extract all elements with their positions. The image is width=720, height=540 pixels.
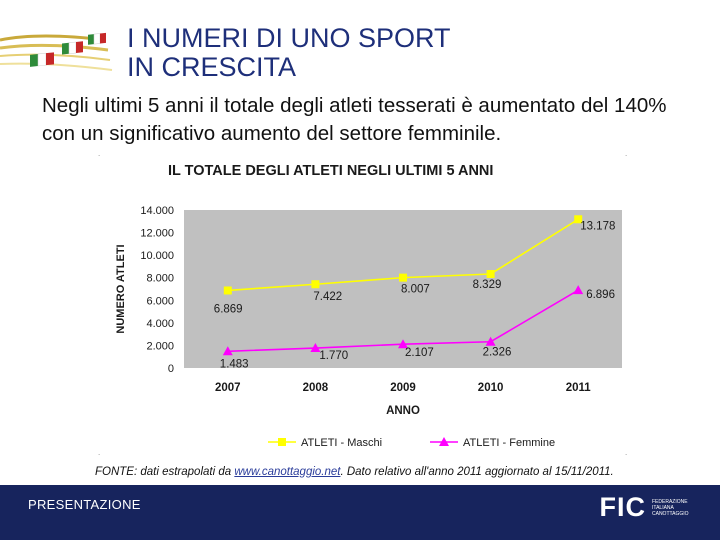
source-link[interactable]: www.canottaggio.net: [234, 466, 341, 478]
intro-text: Negli ultimi 5 anni il totale degli atle…: [42, 94, 667, 145]
line-chart: ... . IL TOTALE DEGLI ATLETI NEGLI ULTIMI …: [98, 149, 627, 457]
footer-bar: PRESENTAZIONE FIC FEDERAZIONE ITALIANA C…: [0, 485, 720, 540]
x-tick-label: 2008: [303, 382, 329, 394]
frame-corner-mark: .: [98, 149, 100, 158]
data-label: 6.896: [586, 289, 615, 301]
x-tick-label: 2009: [390, 382, 416, 394]
y-tick-label: 0: [168, 363, 174, 375]
frame-corner-mark: .: [98, 448, 100, 457]
fic-logo: FIC FEDERAZIONE ITALIANA CANOTTAGGIO: [600, 492, 699, 523]
data-point-maschi: [311, 280, 320, 289]
data-label: 8.329: [473, 279, 502, 291]
flags-logo-icon: [0, 32, 113, 71]
frame-corner-mark: .: [625, 149, 627, 158]
data-label: 8.007: [401, 284, 430, 296]
data-label: 1.483: [220, 358, 249, 370]
data-point-femmine: [310, 343, 321, 353]
data-point-femmine: [222, 346, 233, 356]
legend-marker-maschi: [278, 438, 286, 446]
legend-label: ATLETI - Femmine: [463, 437, 555, 449]
x-tick-label: 2007: [215, 382, 241, 394]
frame-corner-mark: .: [625, 448, 627, 457]
data-point-maschi: [574, 215, 583, 224]
page-title: I NUMERI DI UNO SPORT IN CRESCITA: [127, 24, 451, 82]
chart-title: IL TOTALE DEGLI ATLETI NEGLI ULTIMI 5 AN…: [168, 163, 493, 179]
title-line-1: I NUMERI DI UNO SPORT: [127, 23, 451, 53]
data-point-femmine: [398, 339, 408, 349]
data-point-femmine: [573, 285, 584, 295]
y-tick-label: 8.000: [146, 273, 174, 285]
source-prefix: FONTE: dati estrapolati da: [95, 466, 235, 478]
data-point-femmine: [485, 336, 496, 346]
data-label: 13.178: [580, 220, 615, 232]
y-axis-label: NUMERO ATLETI: [115, 244, 127, 333]
y-tick-label: 6.000: [146, 295, 174, 307]
y-tick-label: 2.000: [146, 340, 174, 352]
x-tick-label: 2011: [566, 382, 592, 394]
data-point-maschi: [223, 286, 232, 295]
source-suffix: . Dato relativo all'anno 2011 aggiornato…: [340, 466, 614, 478]
data-label: 2.326: [483, 347, 512, 359]
legend-label: ATLETI - Maschi: [301, 437, 382, 449]
data-label: 2.107: [405, 347, 434, 359]
source-note: FONTE: dati estrapolati da www.canottagg…: [95, 466, 614, 478]
y-tick-label: 14.000: [140, 205, 174, 217]
x-tick-label: 2010: [478, 382, 504, 394]
data-label: 7.422: [313, 291, 342, 303]
data-point-maschi: [399, 273, 407, 282]
y-tick-label: 12.000: [140, 228, 174, 240]
y-tick-label: 10.000: [140, 250, 174, 262]
data-label: 1.770: [319, 350, 348, 362]
legend-marker-femmine: [439, 437, 449, 446]
data-label: 6.869: [214, 303, 243, 315]
fic-logo-text: FIC: [599, 492, 646, 522]
data-point-maschi: [486, 270, 495, 279]
title-line-2: IN CRESCITA: [127, 52, 297, 82]
y-tick-label: 4.000: [146, 318, 174, 330]
x-axis-label: ANNO: [386, 405, 420, 417]
fic-logo-subtext: FEDERAZIONE ITALIANA CANOTTAGGIO: [652, 498, 689, 517]
footer-label: PRESENTAZIONE: [28, 497, 141, 512]
